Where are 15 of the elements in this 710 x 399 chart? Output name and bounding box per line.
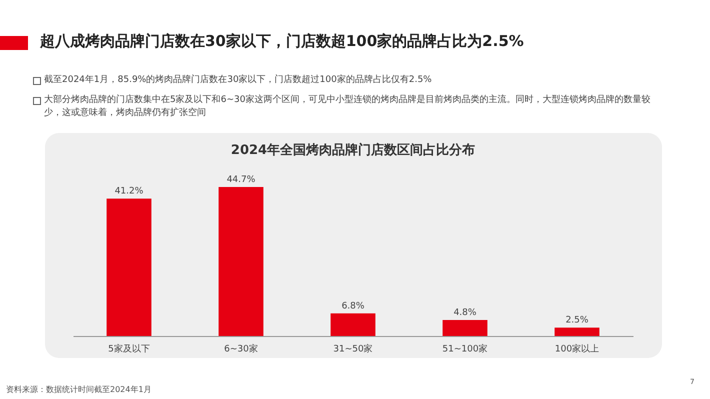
x-tick-label: 6~30家 [224, 344, 258, 354]
text: 大部分烤肉品牌的门店数集中在5家及以下和6~30家这两个区间，可见中小型连锁的烤肉品牌是目前烤肉品类的主流。同时，大型连锁烤肉品牌的数量较少，这或意味着，烤肉品牌仍有扩张空间 [44, 94, 654, 120]
x-tick-label: 31~50家 [333, 344, 373, 354]
data-label: 41.2% [114, 186, 144, 197]
data-label: 2.5% [566, 316, 589, 326]
data-label: 44.7% [226, 175, 256, 185]
text: 资料来源：数据统计时间截至2024年1月 [6, 384, 152, 395]
chart-title: 2024年全国烤肉品牌门店数区间占比分布 [230, 142, 476, 158]
data-label: 6.8% [342, 301, 365, 312]
x-tick-label: 51~100家 [442, 344, 488, 354]
x-tick-label: 100家以上 [554, 344, 600, 354]
text: 截至2024年1月，85.9%的烤肉品牌门店数在30家以下，门店数超过100家的品牌占比仅有2.5% [44, 74, 654, 87]
chart-subtitle: 超八成烤肉品牌门店数在30家以下，门店数超100家的品牌占比为2.5% [40, 32, 524, 51]
data-label: 4.8% [454, 308, 477, 318]
x-tick-label: 5家及以下 [108, 344, 150, 354]
